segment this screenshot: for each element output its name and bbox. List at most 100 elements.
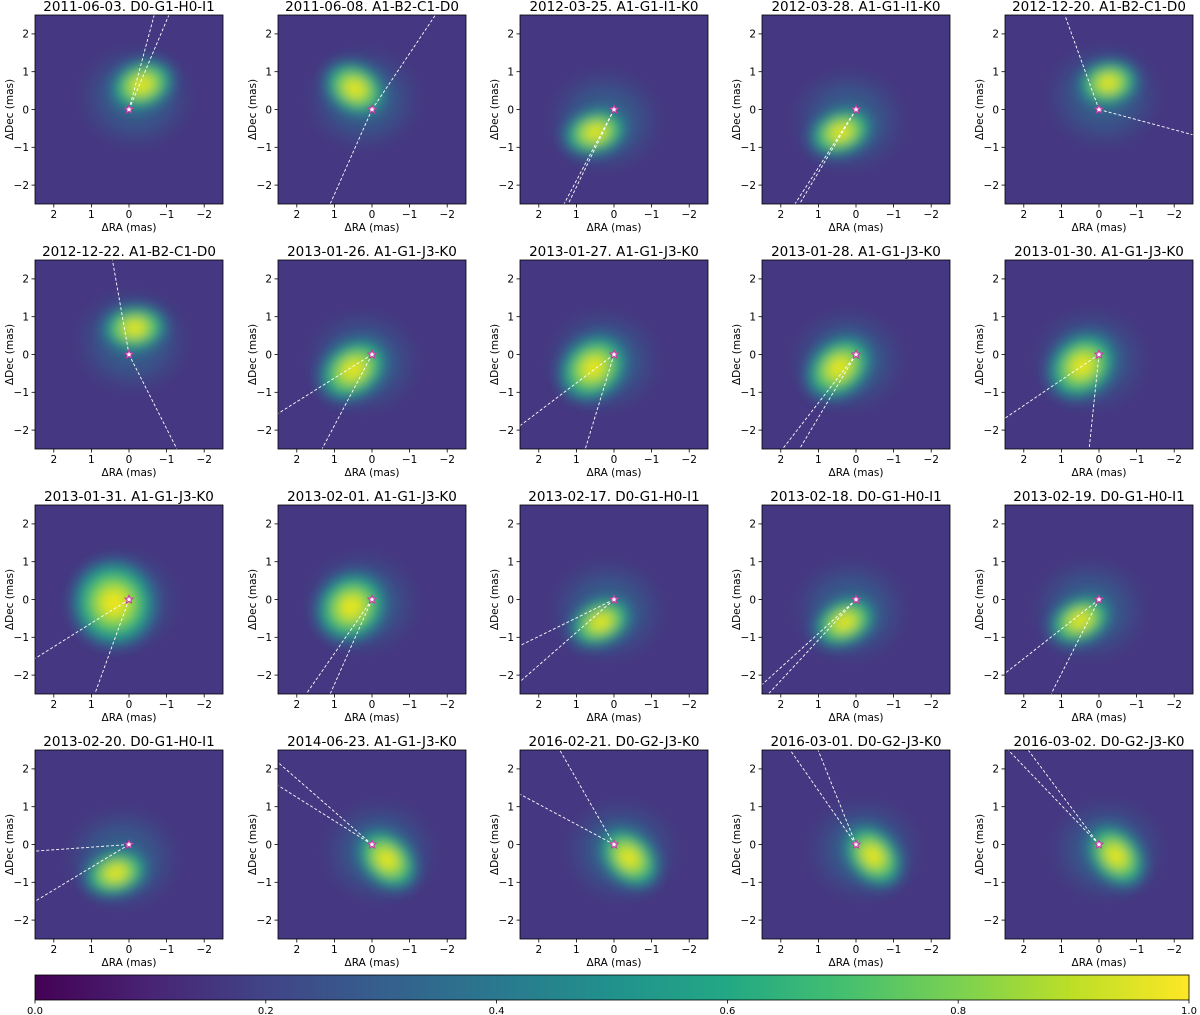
x-tick-label: 2 (293, 699, 300, 711)
y-tick-label: 0 (507, 839, 514, 851)
x-tick-label: −1 (402, 944, 417, 956)
x-axis-label: ΔRA (mas) (1072, 712, 1127, 724)
baseline-line (767, 599, 857, 694)
x-tick-label: 1 (573, 699, 580, 711)
star-marker-icon (608, 348, 620, 359)
heatmap-image (1005, 260, 1193, 449)
emission-blob (560, 106, 630, 158)
y-tick-label: 0 (265, 839, 272, 851)
y-tick-label: 1 (992, 802, 999, 814)
panel-title: 2013-02-18. D0-G1-H0-I1 (770, 489, 942, 505)
x-tick-label: 1 (331, 454, 338, 466)
y-tick-label: 1 (992, 557, 999, 569)
emission-blob (107, 57, 177, 113)
x-tick-label: −1 (402, 209, 417, 221)
baseline-line (278, 784, 373, 845)
x-tick-label: 0 (126, 944, 133, 956)
x-tick-label: −2 (681, 699, 696, 711)
star-marker-icon (123, 838, 135, 849)
panel-title: 2013-01-26. A1-G1-J3-K0 (287, 244, 457, 260)
y-tick-label: 1 (749, 67, 756, 79)
panel-title: 2013-02-20. D0-G1-H0-I1 (43, 734, 215, 750)
x-axis-label: ΔRA (mas) (102, 222, 157, 234)
x-tick-label: 1 (573, 209, 580, 221)
x-tick-label: −1 (159, 209, 174, 221)
baseline-line (520, 599, 615, 683)
x-tick-label: −1 (159, 454, 174, 466)
panel: 2013-01-30. A1-G1-J3-K0 2 2 1 1 0 0 −1 −1 −2 −2 ΔRA… (974, 244, 1194, 479)
star-marker-icon (1093, 593, 1105, 604)
star-marker-icon (1093, 838, 1105, 849)
baseline-line (520, 354, 615, 427)
x-axis-label: ΔRA (mas) (829, 222, 884, 234)
emission-blob (811, 595, 879, 649)
x-tick-label: −1 (402, 699, 417, 711)
panel-title: 2012-03-25. A1-G1-I1-K0 (529, 0, 698, 15)
y-tick-label: −1 (14, 387, 29, 399)
y-tick-label: 2 (992, 519, 999, 531)
emission-blob (840, 822, 905, 890)
y-tick-label: −1 (741, 387, 756, 399)
y-tick-label: 2 (749, 519, 756, 531)
emission-blob (596, 824, 662, 891)
baseline-line (329, 599, 373, 694)
panel-title: 2012-12-22. A1-B2-C1-D0 (42, 244, 216, 260)
x-tick-label: 2 (293, 944, 300, 956)
star-marker-icon (366, 103, 378, 114)
panel-title: 2013-01-28. A1-G1-J3-K0 (771, 244, 941, 260)
emission-blob (1083, 822, 1148, 890)
y-tick-label: 0 (992, 349, 999, 361)
x-tick-label: −2 (439, 944, 454, 956)
baseline-line (794, 109, 857, 204)
x-tick-label: 2 (50, 699, 57, 711)
panel-title: 2016-03-02. D0-G2-J3-K0 (1014, 734, 1185, 750)
heatmap-image (35, 750, 223, 939)
x-tick-label: 1 (88, 699, 95, 711)
x-tick-label: −2 (439, 209, 454, 221)
x-tick-label: −1 (1129, 454, 1144, 466)
y-tick-label: −2 (741, 915, 756, 927)
panel: 2011-06-08. A1-B2-C1-D0 2 2 1 1 0 0 −1 −1 −2 −2 ΔRA… (247, 0, 467, 234)
x-tick-label: 2 (50, 209, 57, 221)
y-tick-label: 0 (22, 594, 29, 606)
x-tick-label: 2 (50, 944, 57, 956)
y-tick-label: 2 (992, 274, 999, 286)
colorbar-tick-label: 0.0 (27, 1006, 43, 1015)
y-tick-label: 0 (22, 104, 29, 116)
panel: 2016-03-02. D0-G2-J3-K0 2 2 1 1 0 0 −1 −1 −2 −2 ΔRA… (974, 734, 1194, 969)
y-tick-label: −1 (499, 877, 514, 889)
panel-title: 2013-02-17. D0-G1-H0-I1 (528, 489, 700, 505)
x-tick-label: 1 (1058, 944, 1065, 956)
x-tick-label: 0 (1096, 209, 1103, 221)
x-tick-label: 0 (853, 454, 860, 466)
y-tick-label: 0 (265, 349, 272, 361)
colorbar-tick-label: 1.0 (1181, 1006, 1197, 1015)
baseline-line (781, 354, 857, 449)
x-tick-label: −2 (1166, 944, 1181, 956)
y-tick-label: 1 (507, 67, 514, 79)
y-axis-label: ΔDec (mas) (974, 814, 986, 875)
baseline-line (128, 15, 170, 110)
x-tick-label: 0 (369, 209, 376, 221)
x-tick-label: −2 (439, 454, 454, 466)
panel: 2013-02-18. D0-G1-H0-I1 2 2 1 1 0 0 −1 −1 −2 −2 ΔRA… (731, 489, 951, 724)
baseline-line (1005, 599, 1100, 674)
x-tick-label: 0 (853, 699, 860, 711)
x-tick-label: 2 (535, 209, 542, 221)
x-tick-label: −1 (886, 699, 901, 711)
heatmap-image (520, 505, 708, 694)
y-tick-label: −1 (984, 387, 999, 399)
panel: 2012-03-25. A1-G1-I1-K0 2 2 1 1 0 0 −1 −1 −2 −2 ΔRA… (489, 0, 709, 234)
x-axis-label: ΔRA (mas) (587, 957, 642, 969)
y-tick-label: 1 (749, 802, 756, 814)
y-tick-label: 2 (749, 29, 756, 41)
y-tick-label: −2 (499, 915, 514, 927)
y-tick-label: −1 (257, 142, 272, 154)
baseline-line (94, 599, 130, 694)
baseline-line (128, 354, 178, 449)
baseline-line (520, 599, 615, 647)
x-tick-label: 2 (1020, 209, 1027, 221)
y-tick-label: −1 (257, 632, 272, 644)
y-tick-label: −2 (741, 180, 756, 192)
y-tick-label: 0 (749, 839, 756, 851)
